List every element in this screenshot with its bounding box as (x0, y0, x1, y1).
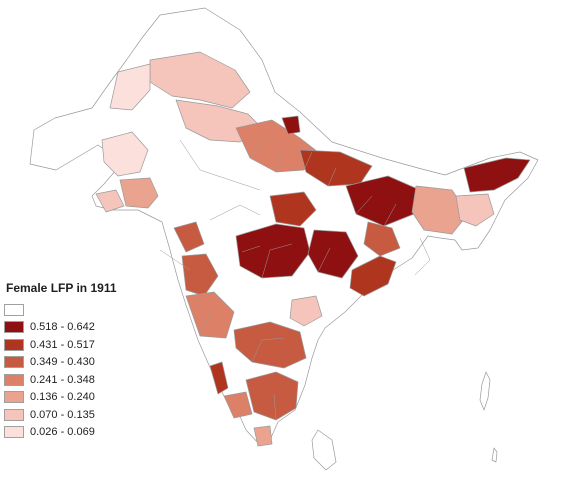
legend-rows: 0.518 - 0.642 0.431 - 0.517 0.349 - 0.430 0… (4, 301, 164, 441)
region-kashmir (149, 51, 251, 109)
legend-entry: 0.241 - 0.348 (4, 371, 164, 389)
legend-swatch (4, 321, 24, 334)
sri-lanka-outline (311, 429, 337, 471)
legend-label: 0.136 - 0.240 (30, 391, 95, 404)
legend: Female LFP in 1911 0.518 - 0.642 0.431 - … (4, 281, 164, 441)
region-hill-assam (455, 193, 495, 227)
region-north-kumaon (281, 115, 301, 135)
legend-swatch (4, 338, 24, 351)
legend-swatch (4, 408, 24, 421)
legend-swatch (4, 303, 24, 316)
region-rajputana-south (173, 221, 205, 253)
legend-entry: 0.431 - 0.517 (4, 336, 164, 354)
legend-entry: 0.026 - 0.069 (4, 424, 164, 442)
region-malabar (209, 361, 229, 395)
region-hyderabad-east (289, 295, 323, 327)
region-assam (463, 157, 531, 193)
region-mysore (223, 391, 253, 419)
legend-label: 0.518 - 0.642 (30, 321, 95, 334)
region-travancore (253, 425, 273, 447)
region-bombay-deccan (185, 291, 235, 339)
region-central-north (269, 191, 317, 227)
region-madras-central (245, 371, 299, 421)
region-kathiawar (119, 177, 159, 209)
nicobar-islands (491, 447, 498, 463)
district-boundaries (159, 139, 431, 421)
legend-swatch (4, 426, 24, 439)
legend-entry: 0.136 - 0.240 (4, 389, 164, 407)
legend-entry (4, 301, 164, 319)
region-bengal (411, 185, 469, 235)
region-sind (101, 131, 149, 177)
legend-entry: 0.070 - 0.135 (4, 406, 164, 424)
legend-title: Female LFP in 1911 (6, 281, 117, 295)
region-madras-north (233, 321, 307, 369)
legend-entry: 0.349 - 0.430 (4, 354, 164, 372)
legend-label: 0.349 - 0.430 (30, 356, 95, 369)
region-central-east (307, 229, 359, 279)
legend-label: 0.026 - 0.069 (30, 426, 95, 439)
legend-label: 0.241 - 0.348 (30, 373, 95, 386)
region-chota-nagpur (363, 221, 401, 257)
legend-swatch (4, 373, 24, 386)
region-northwest-frontier (109, 63, 151, 111)
region-central-west (235, 223, 311, 279)
legend-label: 0.431 - 0.517 (30, 338, 95, 351)
legend-swatch (4, 391, 24, 404)
legend-swatch (4, 356, 24, 369)
region-gujarat (95, 189, 125, 213)
region-bombay-north (181, 253, 219, 297)
andaman-islands (479, 371, 491, 411)
legend-label: 0.070 - 0.135 (30, 408, 95, 421)
legend-entry: 0.518 - 0.642 (4, 319, 164, 337)
